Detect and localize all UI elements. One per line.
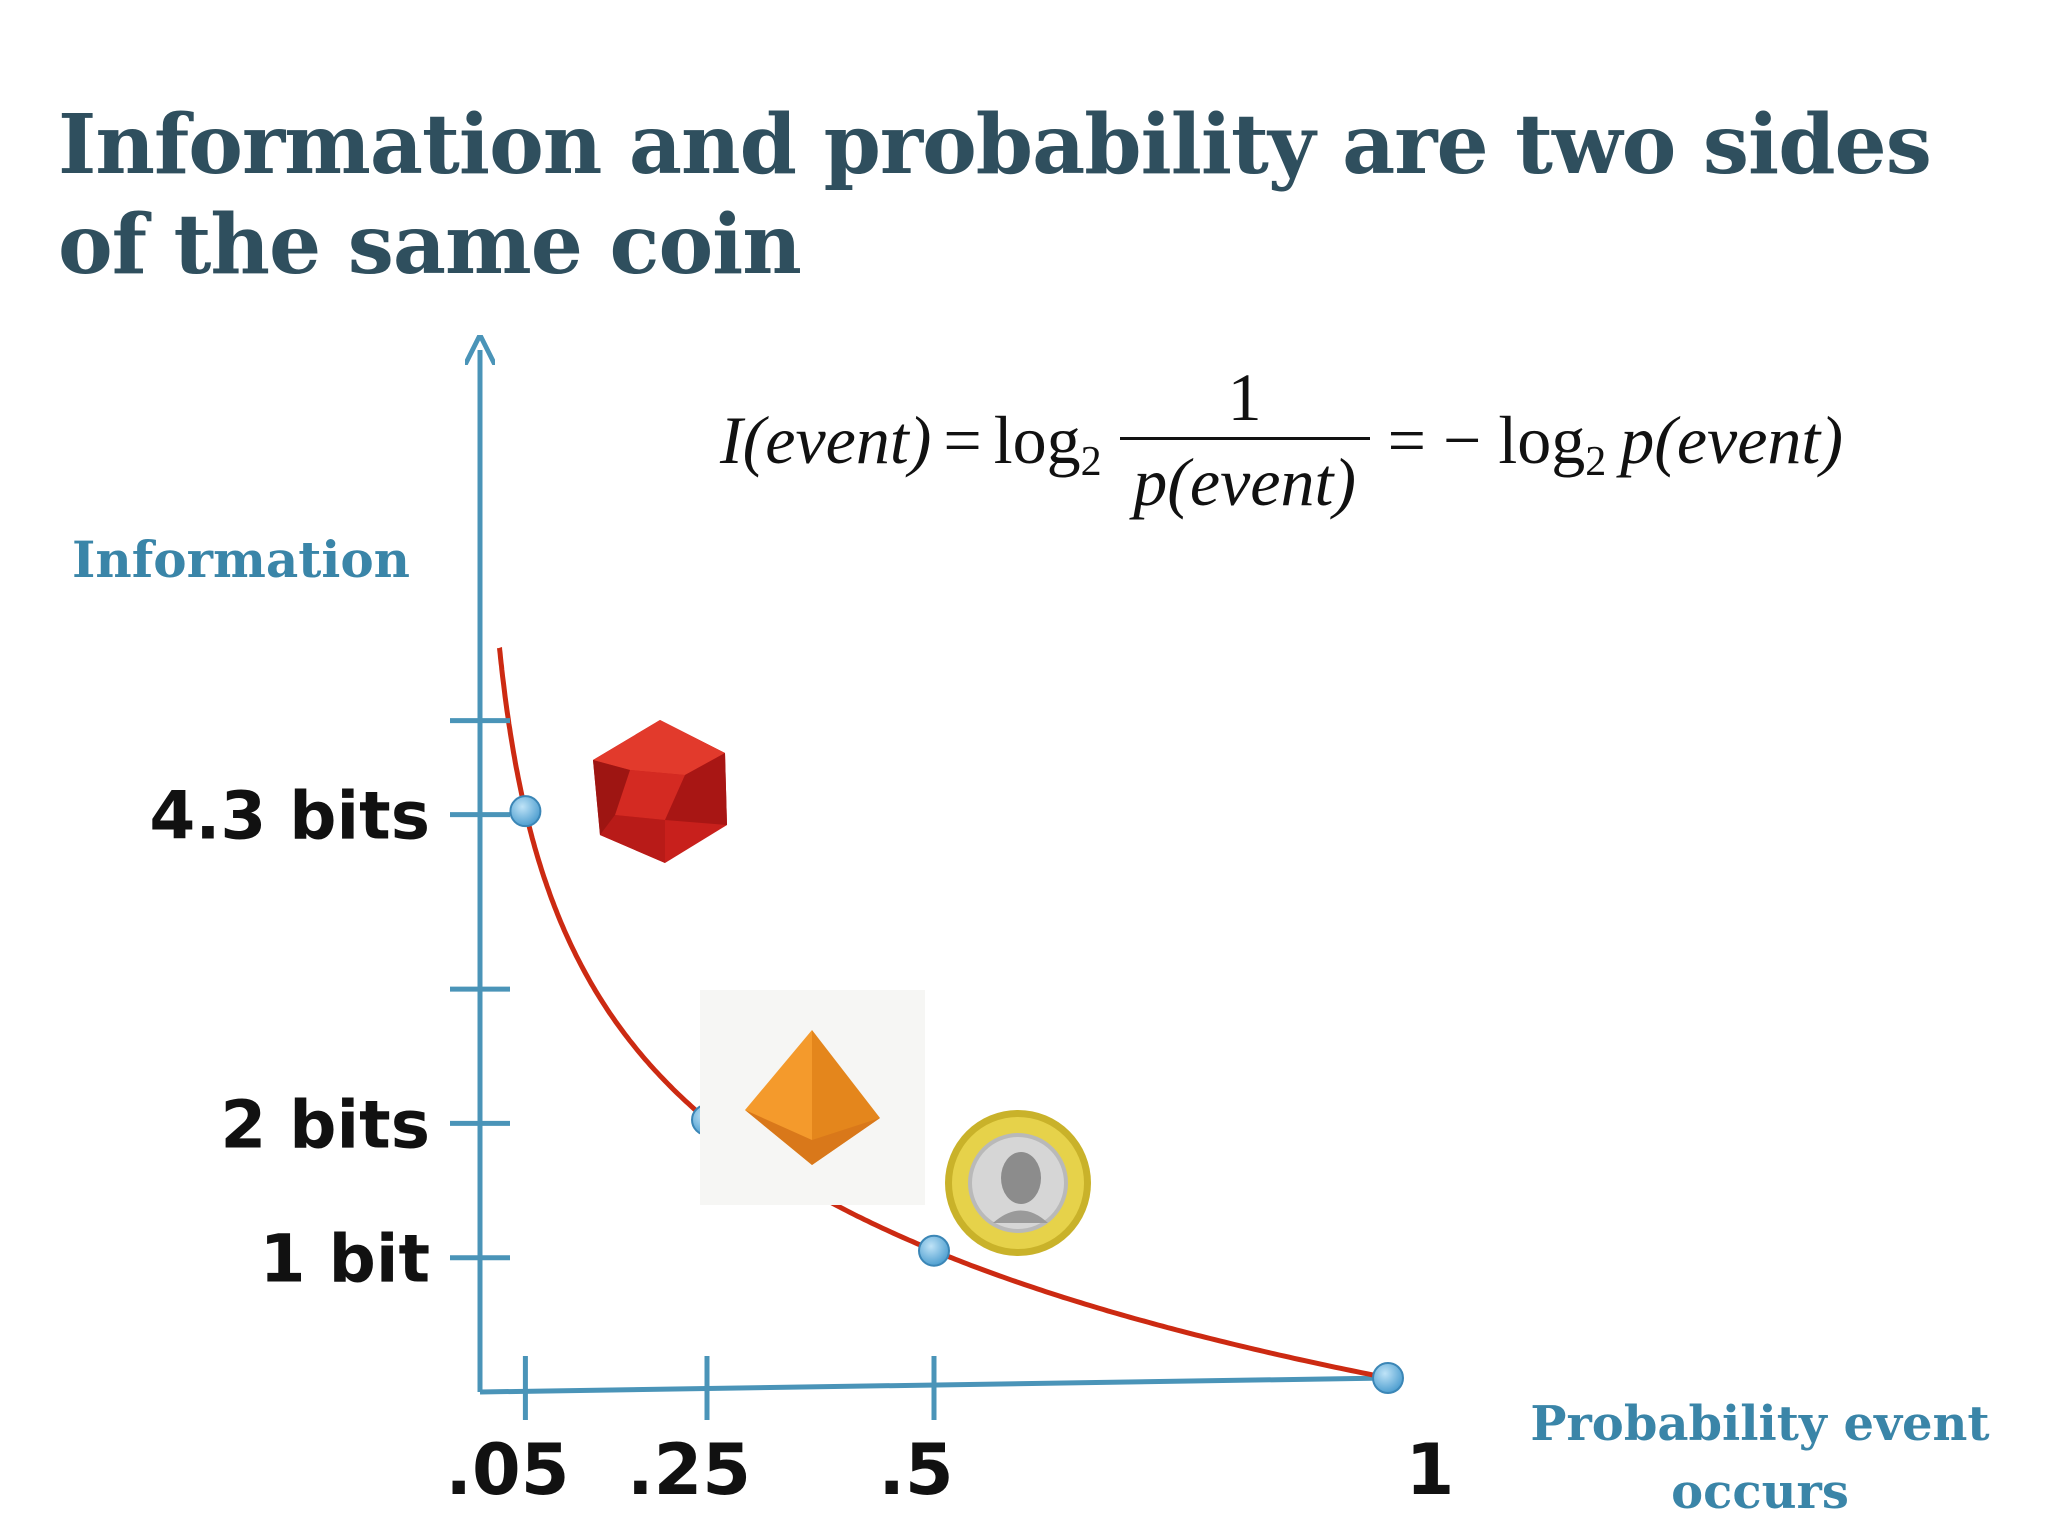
slide-title: Information and probability are two side… <box>58 97 1932 293</box>
x-axis-label: Probability event occurs <box>1530 1396 1990 1520</box>
formula-numerator: 1 <box>1227 358 1262 435</box>
formula-fraction: 1 p(event) <box>1119 357 1370 524</box>
d20-die-icon <box>593 720 727 863</box>
data-point <box>509 795 542 828</box>
formula-rhs-base: 2 <box>1585 439 1607 485</box>
y-tick-label: 1 bit <box>260 1221 430 1298</box>
data-point <box>918 1234 950 1267</box>
formula-denominator: p(event) <box>1133 443 1356 520</box>
euro-coin-icon <box>945 1110 1091 1256</box>
formula-equals: = <box>943 401 982 478</box>
y-axis-label: Information <box>72 530 411 589</box>
y-tick-label: 4.3 bits <box>149 778 430 855</box>
formula-log-base: 2 <box>1080 439 1102 485</box>
formula-rhs: = − log <box>1387 401 1586 478</box>
x-tick-label: .05 <box>445 1429 569 1511</box>
x-tick-label: .25 <box>627 1429 751 1511</box>
formula-rhs-arg: p(event) <box>1620 401 1843 478</box>
formula-lhs: I(event) <box>720 401 932 478</box>
y-tick-label: 2 bits <box>220 1086 430 1163</box>
d4-die-icon <box>700 990 925 1205</box>
formula-log: log <box>993 401 1081 478</box>
information-formula: I(event) = log 2 1 p(event) = − log 2 p(ev… <box>720 350 1900 530</box>
data-point <box>1372 1362 1404 1394</box>
x-tick-label: 1 <box>1406 1429 1455 1511</box>
x-tick-label: .5 <box>878 1429 953 1511</box>
fraction-bar <box>1119 436 1370 440</box>
